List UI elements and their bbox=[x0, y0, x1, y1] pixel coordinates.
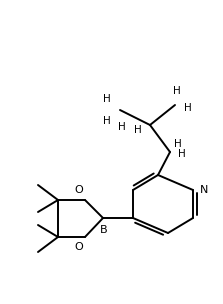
Text: H: H bbox=[118, 122, 126, 132]
Text: H: H bbox=[174, 139, 182, 149]
Text: H: H bbox=[178, 149, 186, 159]
Text: N: N bbox=[200, 185, 208, 195]
Text: B: B bbox=[100, 225, 108, 235]
Text: O: O bbox=[74, 242, 83, 252]
Text: H: H bbox=[103, 94, 111, 104]
Text: H: H bbox=[173, 86, 181, 96]
Text: O: O bbox=[74, 185, 83, 195]
Text: H: H bbox=[103, 116, 111, 126]
Text: H: H bbox=[134, 125, 142, 135]
Text: H: H bbox=[184, 103, 192, 113]
